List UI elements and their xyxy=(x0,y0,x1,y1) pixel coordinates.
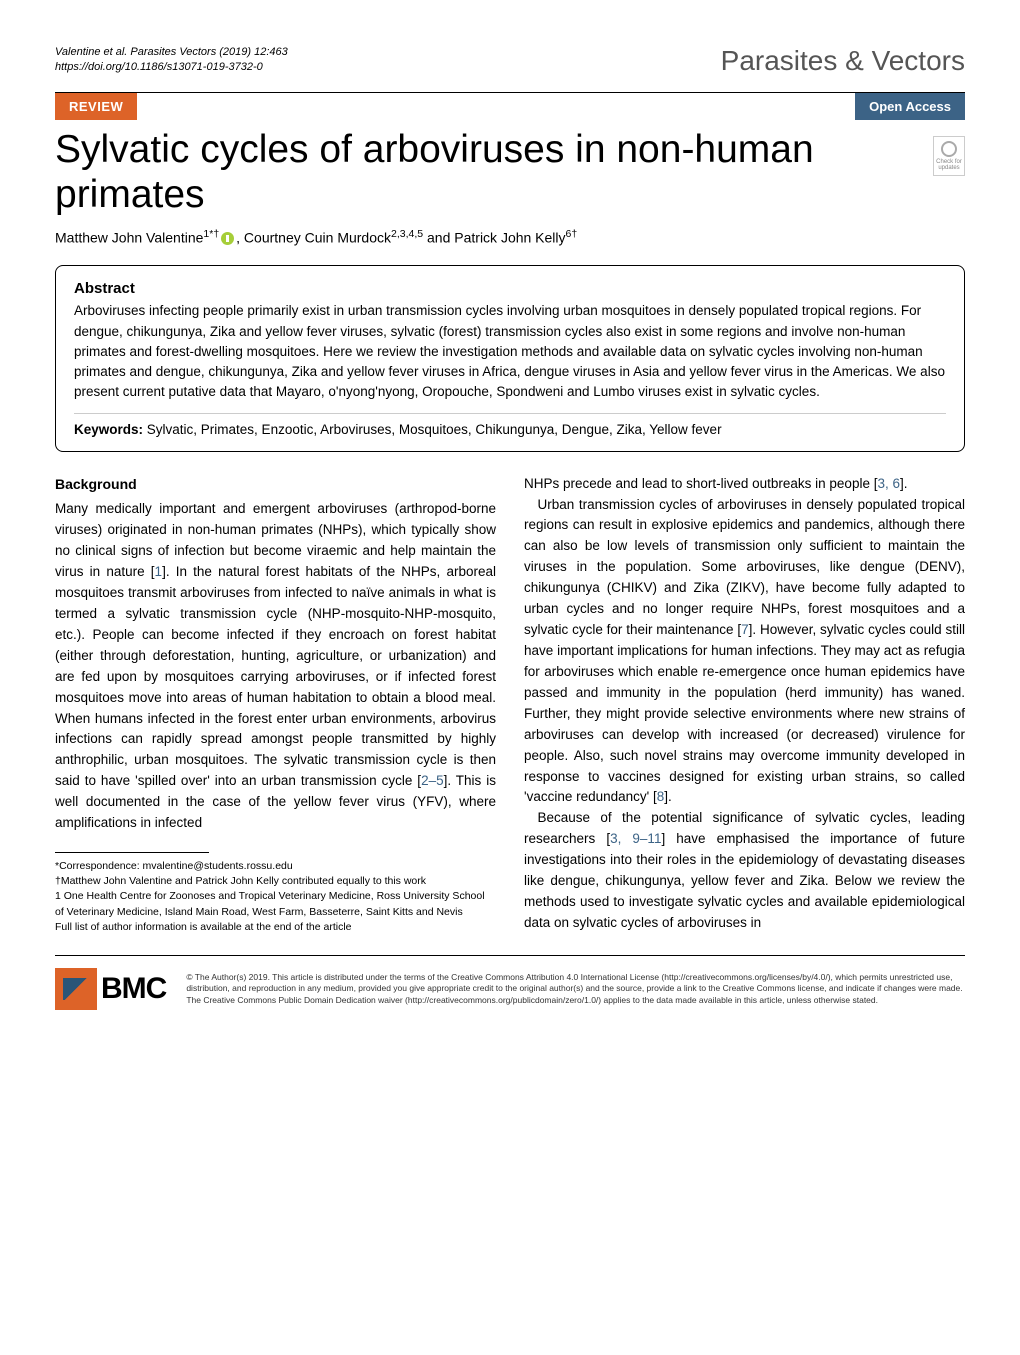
open-access-badge: Open Access xyxy=(855,93,965,120)
right-column: NHPs precede and lead to short-lived out… xyxy=(524,474,965,936)
license-text: © The Author(s) 2019. This article is di… xyxy=(186,972,965,1006)
footnote-divider xyxy=(55,852,209,853)
reference-link[interactable]: 7 xyxy=(741,622,749,637)
abstract-text: Arboviruses infecting people primarily e… xyxy=(74,301,946,402)
crossmark-label: Check for updates xyxy=(934,159,964,171)
reference-link[interactable]: 8 xyxy=(657,789,665,804)
article-title: Sylvatic cycles of arboviruses in non-hu… xyxy=(55,128,923,218)
affiliation-line: 1 One Health Centre for Zoonoses and Tro… xyxy=(55,889,496,919)
article-type-badge: REVIEW xyxy=(55,93,137,120)
reference-link[interactable]: 3, 6 xyxy=(877,476,900,491)
full-author-list-line: Full list of author information is avail… xyxy=(55,920,496,935)
body-paragraph: NHPs precede and lead to short-lived out… xyxy=(524,474,965,495)
body-paragraph: Many medically important and emergent ar… xyxy=(55,499,496,834)
keywords-list: Sylvatic, Primates, Enzootic, Arboviruse… xyxy=(143,422,722,437)
citation-block: Valentine et al. Parasites Vectors (2019… xyxy=(55,45,288,76)
reference-link[interactable]: 1 xyxy=(155,564,163,579)
equal-contribution-line: †Matthew John Valentine and Patrick John… xyxy=(55,874,496,889)
body-paragraph: Urban transmission cycles of arboviruses… xyxy=(524,495,965,809)
citation-line-1: Valentine et al. Parasites Vectors (2019… xyxy=(55,45,288,60)
abstract-heading: Abstract xyxy=(74,280,946,297)
bmc-logo-icon xyxy=(55,968,97,1010)
citation-doi: https://doi.org/10.1186/s13071-019-3732-… xyxy=(55,60,288,75)
keywords-row: Keywords: Sylvatic, Primates, Enzootic, … xyxy=(74,413,946,437)
left-column: Background Many medically important and … xyxy=(55,474,496,936)
article-type-banner: REVIEW Open Access xyxy=(55,93,965,120)
abstract-box: Abstract Arboviruses infecting people pr… xyxy=(55,265,965,451)
keywords-label: Keywords: xyxy=(74,422,143,437)
footnotes-block: *Correspondence: mvalentine@students.ros… xyxy=(55,859,496,935)
banner-spacer xyxy=(137,93,855,120)
background-heading: Background xyxy=(55,474,496,496)
authors-line: Matthew John Valentine1*†, Courtney Cuin… xyxy=(55,228,965,246)
body-columns: Background Many medically important and … xyxy=(55,474,965,936)
crossmark-badge[interactable]: Check for updates xyxy=(933,136,965,176)
journal-brand: Parasites & Vectors xyxy=(721,45,965,77)
body-paragraph: Because of the potential significance of… xyxy=(524,808,965,934)
reference-link[interactable]: 2–5 xyxy=(421,773,444,788)
page-container: Valentine et al. Parasites Vectors (2019… xyxy=(0,0,1020,1040)
running-header: Valentine et al. Parasites Vectors (2019… xyxy=(55,45,965,77)
reference-link[interactable]: 3, 9–11 xyxy=(610,831,661,846)
page-footer: BMC © The Author(s) 2019. This article i… xyxy=(55,955,965,1010)
correspondence-line: *Correspondence: mvalentine@students.ros… xyxy=(55,859,496,874)
orcid-icon xyxy=(221,232,234,245)
title-row: Sylvatic cycles of arboviruses in non-hu… xyxy=(55,128,965,228)
crossmark-icon xyxy=(941,141,957,157)
bmc-logo: BMC xyxy=(55,968,166,1010)
bmc-logo-text: BMC xyxy=(101,972,166,1006)
